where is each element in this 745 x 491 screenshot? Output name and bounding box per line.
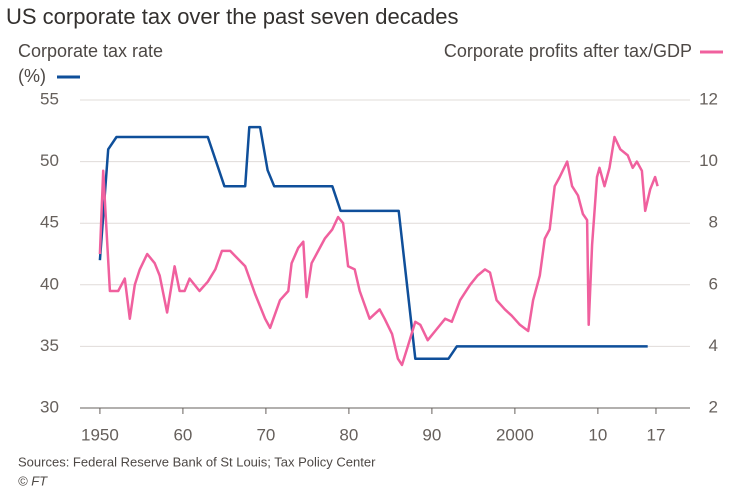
series-line (98, 135, 659, 367)
x-tick-label: 2000 (496, 425, 534, 444)
y2-tick-label: 4 (709, 336, 718, 355)
x-tick-label: 80 (339, 425, 358, 444)
y2-tick-label: 12 (699, 89, 718, 108)
y-axis-label: Corporate tax rate (18, 41, 163, 61)
y-tick-label: 30 (40, 397, 59, 416)
y-tick-label: 50 (40, 151, 59, 170)
y2-tick-label: 2 (709, 397, 718, 416)
y2-tick-label: 8 (709, 213, 718, 232)
x-tick-label: 70 (256, 425, 275, 444)
y-tick-label: 55 (40, 89, 59, 108)
x-tick-label: 90 (422, 425, 441, 444)
y-axis-unit: (%) (18, 66, 46, 86)
x-tick-label: 1950 (81, 425, 119, 444)
credit: © FT (18, 473, 48, 488)
source: Sources: Federal Reserve Bank of St Loui… (18, 454, 376, 469)
x-tick-label: 10 (588, 425, 607, 444)
x-tick-label: 17 (647, 425, 666, 444)
y-tick-label: 35 (40, 336, 59, 355)
x-tick-label: 60 (173, 425, 192, 444)
y-tick-label: 45 (40, 213, 59, 232)
y-tick-label: 40 (40, 274, 59, 293)
y2-tick-label: 10 (699, 151, 718, 170)
series-line (98, 125, 648, 360)
y2-axis-label: Corporate profits after tax/GDP (444, 41, 692, 61)
chart-title: US corporate tax over the past seven dec… (6, 4, 458, 29)
y2-tick-label: 6 (709, 274, 718, 293)
